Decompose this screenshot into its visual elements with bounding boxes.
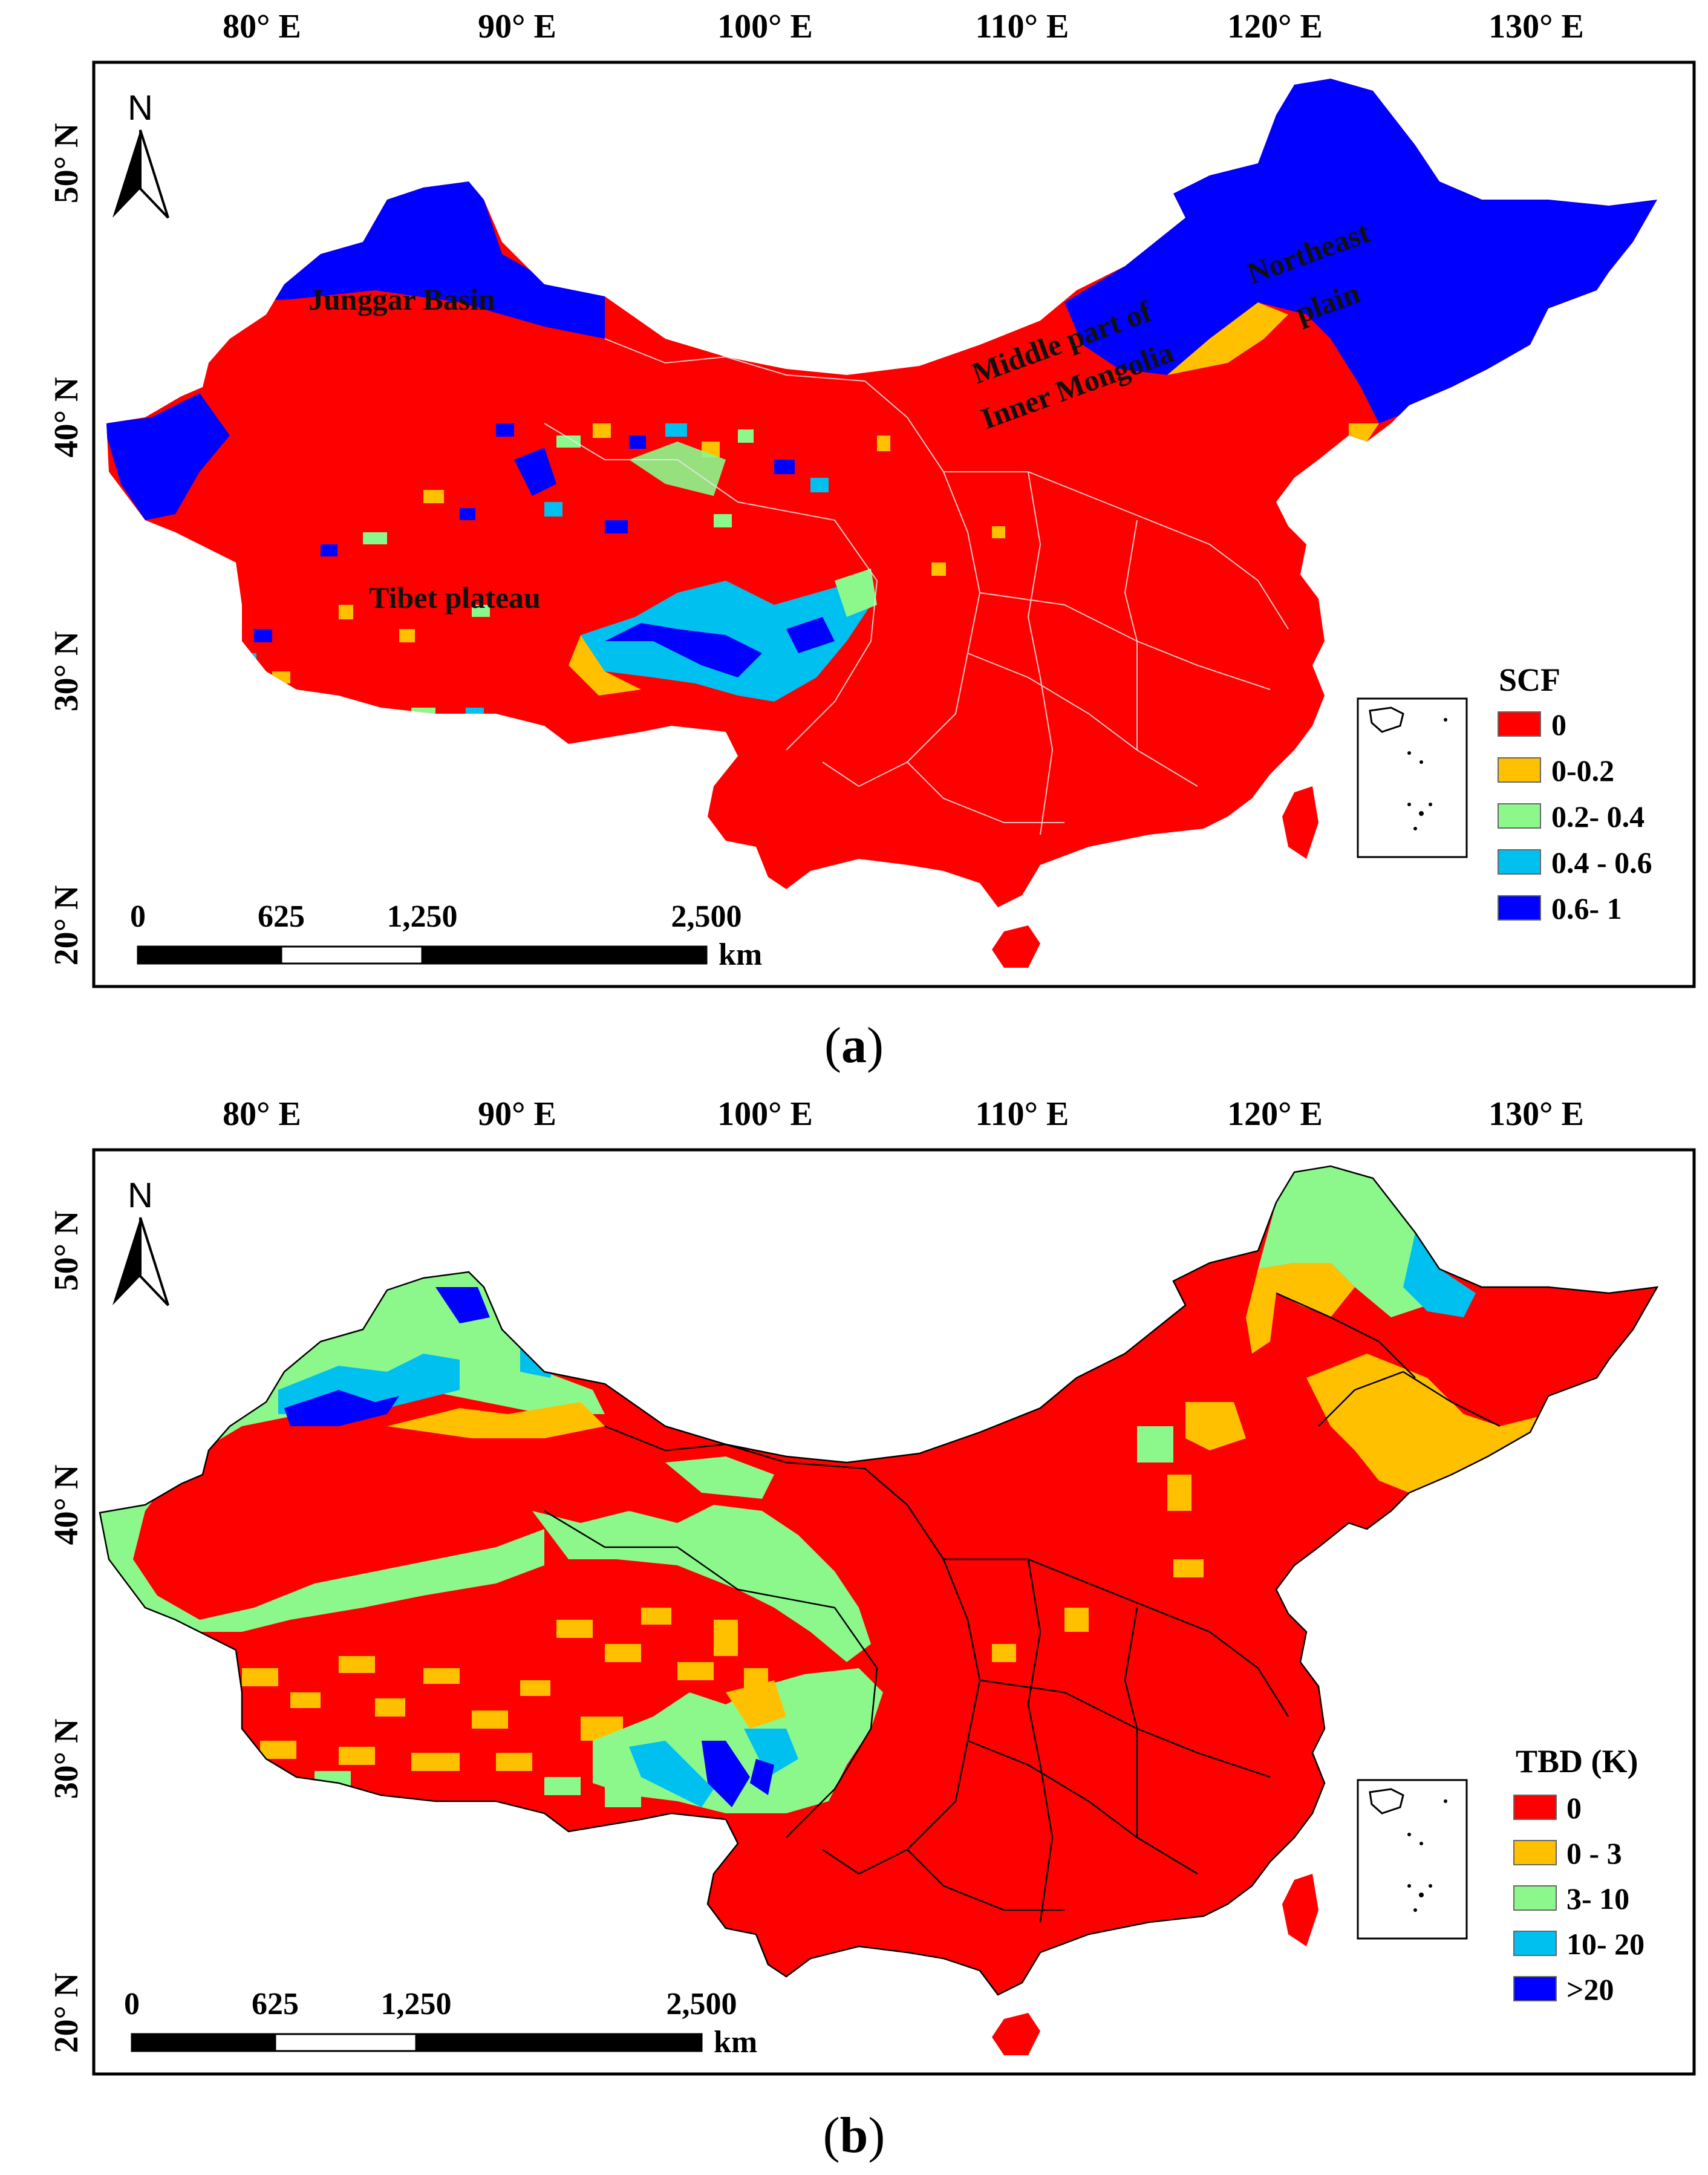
lat-tick-40: 40° N <box>48 1465 85 1545</box>
lon-ticks: 80° E 90° E 100° E 110° E 120° E 130° E <box>223 8 1584 45</box>
scale-label-0: 0 <box>130 899 146 934</box>
lon-tick-110: 110° E <box>976 8 1069 45</box>
lon-tick-130: 130° E <box>1488 1095 1584 1133</box>
label-tibet-plateau: Tibet plateau <box>369 581 541 615</box>
lat-tick-20: 20° N <box>48 885 85 966</box>
legend-label: 0-0.2 <box>1551 754 1614 788</box>
scale-label-1250: 1,250 <box>387 899 458 934</box>
legend-item: 0.4 - 0.6 <box>1498 846 1652 879</box>
legend-item: >20 <box>1513 1972 1614 2006</box>
caption-a: (a) <box>824 1017 884 1074</box>
scale-label-625: 625 <box>252 1987 299 2021</box>
scale-label-0: 0 <box>124 1987 140 2021</box>
scale-unit: km <box>719 938 762 972</box>
legend-label: 0.2- 0.4 <box>1551 800 1644 833</box>
lat-ticks: 50° N 40° N 30° N 20° N <box>48 1211 85 2053</box>
map-a: 80° E 90° E 100° E 110° E 120° E 130° E … <box>48 8 1696 988</box>
legend-item: 0.2- 0.4 <box>1498 800 1644 833</box>
caption-b: (b) <box>823 2107 885 2164</box>
lon-tick-100: 100° E <box>717 8 813 45</box>
lat-tick-50: 50° N <box>48 123 85 204</box>
lat-tick-50: 50° N <box>48 1211 85 1291</box>
legend-item: 0 - 3 <box>1513 1836 1622 1870</box>
legend-item: 0-0.2 <box>1498 754 1614 788</box>
legend-item: 10- 20 <box>1513 1927 1644 1961</box>
north-label: N <box>128 88 153 128</box>
north-arrow-icon: N <box>112 88 169 219</box>
lon-tick-100: 100° E <box>717 1095 813 1133</box>
lon-tick-90: 90° E <box>478 1095 556 1133</box>
panel-b: 80° E 90° E 100° E 110° E 120° E 130° E … <box>0 1088 1708 2175</box>
legend-label: 0 <box>1551 708 1566 742</box>
legend-label: 10- 20 <box>1566 1927 1644 1961</box>
inset-map-a <box>1357 697 1468 858</box>
lon-ticks: 80° E 90° E 100° E 110° E 120° E 130° E <box>223 1095 1584 1133</box>
lat-tick-40: 40° N <box>48 377 85 458</box>
lon-tick-80: 80° E <box>223 1095 301 1133</box>
legend-label: >20 <box>1566 1972 1614 2006</box>
legend-title: TBD (K) <box>1516 1743 1638 1779</box>
legend-label: 0.6- 1 <box>1551 892 1622 925</box>
lon-tick-120: 120° E <box>1227 8 1323 45</box>
lon-tick-110: 110° E <box>976 1095 1069 1133</box>
legend-b: TBD (K) 0 0 - 3 3- 10 10- 20 >20 <box>1513 1743 1644 2006</box>
legend-item: 0 <box>1498 708 1566 742</box>
lon-tick-90: 90° E <box>478 8 556 45</box>
scale-bar-b: 0 625 1,250 2,500 km <box>124 1987 757 2059</box>
lat-tick-30: 30° N <box>48 631 85 712</box>
legend-label: 0.4 - 0.6 <box>1551 846 1652 879</box>
lat-ticks: 50° N 40° N 30° N 20° N <box>48 123 85 966</box>
scale-unit: km <box>714 2025 757 2059</box>
scale-label-2500: 2,500 <box>671 899 742 934</box>
legend-item: 3- 10 <box>1513 1882 1629 1916</box>
legend-item: 0.6- 1 <box>1498 892 1622 925</box>
lat-tick-20: 20° N <box>48 1973 85 2053</box>
legend-title: SCF <box>1499 662 1560 698</box>
legend-label: 3- 10 <box>1566 1882 1629 1916</box>
lon-tick-130: 130° E <box>1488 8 1584 45</box>
legend-label: 0 - 3 <box>1566 1836 1622 1870</box>
scale-label-1250: 1,250 <box>381 1987 452 2021</box>
scale-label-2500: 2,500 <box>667 1987 737 2021</box>
scale-label-625: 625 <box>258 899 305 934</box>
north-arrow-icon: N <box>112 1176 169 1306</box>
legend-item: 0 <box>1513 1791 1582 1825</box>
map-b: 80° E 90° E 100° E 110° E 120° E 130° E … <box>48 1095 1696 2076</box>
lon-tick-80: 80° E <box>223 8 301 45</box>
inset-map-b <box>1357 1779 1468 1940</box>
caption-letter-b: b <box>839 2107 869 2164</box>
lat-tick-30: 30° N <box>48 1719 85 1799</box>
north-label: N <box>128 1176 153 1215</box>
legend-a: SCF 0 0-0.2 0.2- 0.4 0.4 - 0.6 0.6- 1 <box>1498 662 1652 925</box>
legend-label: 0 <box>1566 1791 1582 1825</box>
lon-tick-120: 120° E <box>1227 1095 1323 1133</box>
caption-letter-a: a <box>841 1017 867 1074</box>
scale-bar-a: 0 625 1,250 2,500 km <box>130 899 762 972</box>
label-junggar-basin: Junggar Basin <box>308 282 495 316</box>
panel-a: 80° E 90° E 100° E 110° E 120° E 130° E … <box>48 8 1696 1074</box>
